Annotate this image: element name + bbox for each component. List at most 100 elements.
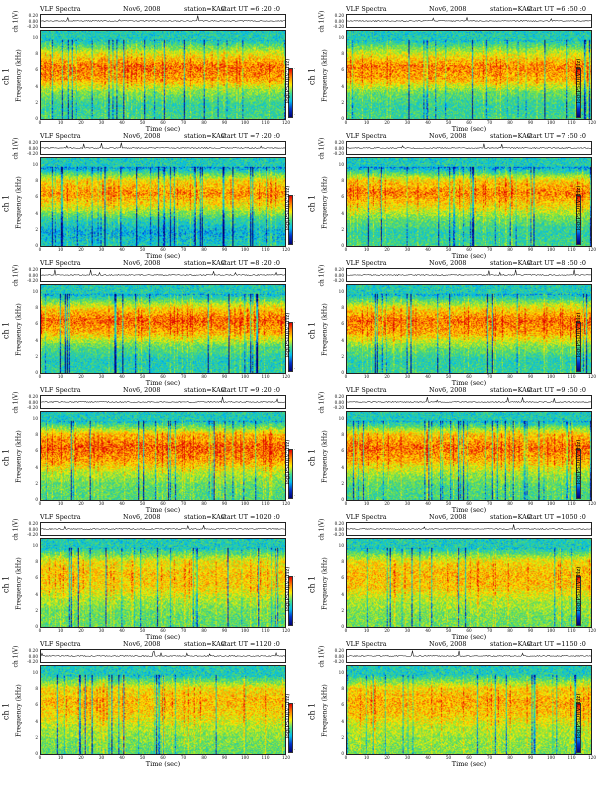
frequency-tick-label: 0	[35, 116, 38, 121]
frequency-tick-label: 2	[35, 353, 38, 359]
time-tick-label: 30	[404, 755, 411, 760]
time-tick-label: 100	[547, 501, 555, 506]
time-tick-label: 110	[567, 628, 576, 633]
frequency-tick-label: 10	[338, 670, 344, 675]
frequency-tick-label: 0	[35, 751, 38, 756]
frequency-tick-label: 2	[35, 734, 38, 740]
panel-station: station=KAG	[184, 132, 226, 140]
time-tick-label: 80	[201, 501, 207, 506]
colorbar-tick-label: -	[582, 748, 584, 752]
colorbar	[576, 449, 581, 499]
waveform-axis-label: ch 1(V)	[318, 391, 326, 414]
spectrogram-panel: VLF Spectra Nov6, 2008 station=KAG start UT…	[0, 386, 306, 514]
time-tick-label: 40	[119, 628, 125, 633]
waveform-axis-label: ch 1(V)	[12, 137, 20, 160]
frequency-tick-label: 6	[35, 194, 38, 200]
waveform-tick-label: 0.20	[334, 394, 344, 399]
spectrogram-panel: VLF Spectra Nov6, 2008 station=KAG start UT…	[306, 386, 612, 514]
time-tick-label: 60	[160, 755, 166, 760]
colorbar-tick-label: -	[582, 621, 584, 625]
waveform-plot	[346, 649, 592, 663]
time-tick-label: 70	[486, 374, 493, 379]
colorbar	[288, 68, 293, 118]
waveform-axis-label: ch 1(V)	[12, 264, 20, 287]
time-tick-label: 40	[425, 247, 431, 252]
colorbar-tick-label: -	[582, 702, 584, 706]
time-tick-label: 60	[466, 501, 472, 506]
panel-title: VLF Spectra	[346, 132, 387, 140]
panel-title: VLF Spectra	[346, 5, 387, 13]
time-tick-label: 40	[425, 755, 431, 760]
time-tick-label: 50	[445, 501, 452, 506]
time-tick-label: 20	[384, 501, 390, 506]
frequency-tick-label: 8	[35, 559, 38, 565]
colorbar-tick-label: -	[582, 448, 584, 452]
panel-station: station=KAG	[490, 386, 532, 394]
panel-station: station=KAG	[184, 386, 226, 394]
colorbar-label: log(PSD)(V²/Hz)	[285, 566, 291, 612]
time-tick-label: 110	[261, 755, 270, 760]
waveform-tick-label: 0.00	[334, 145, 344, 151]
time-tick-label: 80	[507, 120, 513, 125]
spectrogram-panel: VLF Spectra Nov6, 2008 station=KAG start UT…	[306, 5, 612, 133]
time-tick-label: 100	[241, 628, 249, 633]
time-tick-label: 80	[201, 120, 207, 125]
frequency-tick-label: 4	[341, 83, 344, 89]
spectrogram-plot	[40, 30, 286, 120]
time-tick-label: 10	[57, 628, 64, 633]
waveform-tick-label: 0.20	[28, 140, 38, 145]
waveform-tick-label: -0.20	[333, 659, 344, 664]
colorbar-tick-label: -	[294, 448, 296, 452]
frequency-tick-label: 10	[32, 670, 38, 675]
frequency-tick-label: 0	[35, 497, 38, 502]
time-tick-label: 110	[261, 501, 270, 506]
time-tick-label: 110	[261, 628, 270, 633]
frequency-tick-label: 6	[341, 321, 344, 327]
time-tick-label: 20	[78, 501, 84, 506]
waveform-svg	[347, 269, 591, 276]
waveform-svg	[347, 143, 591, 149]
panel-date: Nov6, 2008	[123, 386, 161, 394]
frequency-tick-label: 8	[341, 559, 344, 565]
frequency-tick-label: 10	[32, 416, 38, 421]
time-tick-label: 60	[160, 628, 166, 633]
panel-date: Nov6, 2008	[429, 386, 467, 394]
time-tick-label: 60	[160, 120, 166, 125]
waveform-plot	[346, 14, 592, 28]
frequency-tick-label: 10	[338, 35, 344, 40]
waveform-svg	[41, 15, 285, 22]
colorbar-label: log(PSD)(V²/Hz)	[285, 439, 291, 485]
waveform-axis-label: ch 1(V)	[12, 645, 20, 668]
frequency-tick-label: 4	[341, 591, 344, 597]
colorbar	[576, 703, 581, 753]
frequency-axis-label: Frequency (kHz)	[321, 684, 329, 737]
time-tick-label: 100	[547, 374, 555, 379]
panel-title: VLF Spectra	[40, 513, 81, 521]
colorbar-tick-label: -	[294, 702, 296, 706]
time-tick-label: 110	[261, 374, 270, 379]
frequency-tick-label: 4	[35, 591, 38, 597]
frequency-tick-label: 0	[341, 243, 344, 248]
time-tick-label: 10	[363, 628, 370, 633]
waveform-tick-label: 0.20	[334, 521, 344, 526]
frequency-tick-label: 10	[32, 162, 38, 167]
frequency-axis-label: Frequency (kHz)	[15, 684, 23, 737]
panel-start-ut: start UT =8 :20 :0	[221, 259, 280, 267]
frequency-axis-label: Frequency (kHz)	[321, 430, 329, 483]
colorbar-tick-label: -	[294, 113, 296, 117]
waveform-tick-label: 0.00	[28, 18, 38, 24]
time-tick-label: 60	[466, 755, 472, 760]
waveform-trace	[41, 142, 285, 149]
time-axis-label: Time (sec)	[145, 125, 181, 133]
waveform-tick-label: 0.00	[28, 272, 38, 278]
time-tick-label: 20	[384, 374, 390, 379]
frequency-tick-label: 10	[338, 416, 344, 421]
colorbar	[288, 322, 293, 372]
spectrogram-plot	[346, 411, 592, 501]
frequency-axis-label: Frequency (kHz)	[321, 176, 329, 229]
panel-title: VLF Spectra	[346, 386, 387, 394]
time-axis-label: Time (sec)	[451, 125, 487, 133]
colorbar-label: log(PSD)(V²/Hz)	[576, 58, 582, 104]
panel-start-ut: start UT =9 :50 :0	[527, 386, 586, 394]
waveform-plot	[346, 395, 592, 409]
